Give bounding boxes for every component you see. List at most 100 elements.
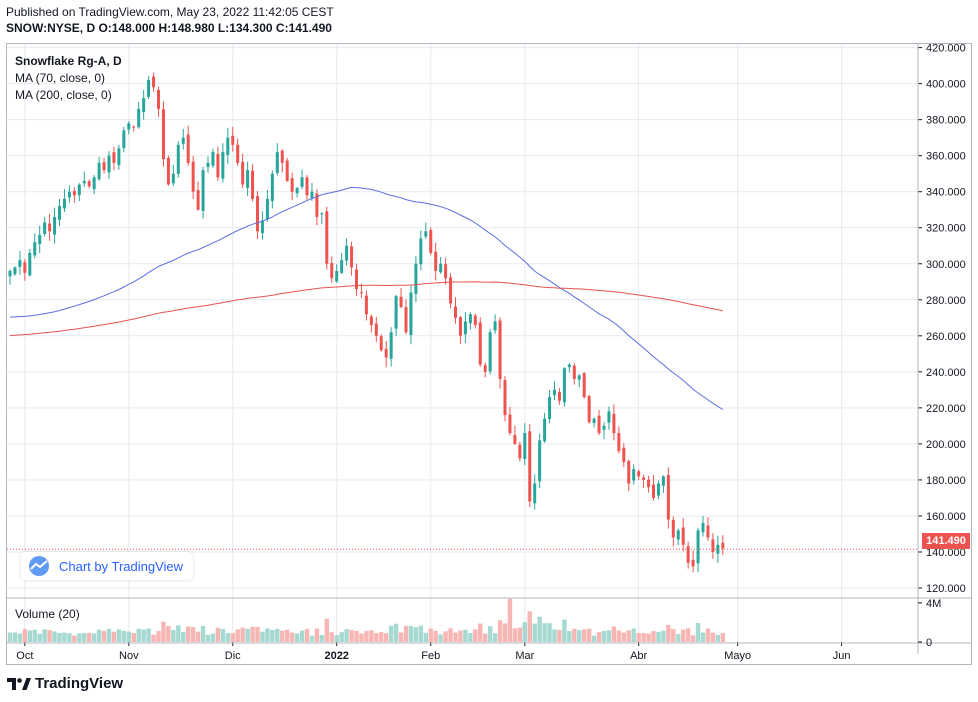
candle-body — [246, 170, 250, 188]
volume-bar — [101, 630, 107, 642]
candle-body — [87, 181, 91, 187]
volume-bar — [72, 635, 77, 642]
candle-body — [221, 152, 225, 179]
candle-body — [652, 484, 655, 498]
candle-body — [127, 123, 131, 130]
volume-bar — [116, 629, 122, 642]
candle-body — [72, 190, 76, 196]
volume-legend[interactable]: Volume (20) — [15, 607, 80, 621]
volume-bar — [200, 626, 206, 642]
candle-body — [82, 180, 86, 184]
volume-bar — [700, 632, 706, 642]
candle-body — [449, 277, 453, 304]
candle-body — [112, 152, 116, 163]
volume-bar — [572, 628, 577, 642]
candle-body — [513, 435, 517, 444]
footer-brand[interactable]: TradingView — [7, 675, 123, 692]
volume-bar — [220, 628, 226, 642]
candle-body — [132, 126, 136, 128]
volume-bar — [166, 625, 171, 642]
volume-bar — [349, 629, 354, 642]
volume-bar — [210, 633, 216, 642]
volume-bar — [651, 630, 656, 642]
volume-bar — [32, 629, 37, 642]
chart-by-tradingview-badge[interactable]: Chart by TradingView — [21, 552, 194, 580]
volume-bar — [492, 633, 498, 642]
volume-bar — [641, 633, 646, 642]
volume-bar — [512, 628, 518, 642]
legend-ma200[interactable]: MA (200, close, 0) — [15, 88, 112, 102]
candle-body — [399, 296, 403, 307]
legend-ma70[interactable]: MA (70, close, 0) — [15, 71, 106, 85]
volume-bar — [690, 635, 696, 642]
candle-body — [345, 245, 349, 261]
candle-body — [211, 152, 215, 166]
volume-bar — [557, 629, 562, 642]
candle-body — [330, 263, 334, 279]
candle-body — [48, 223, 52, 232]
candle-body — [107, 155, 111, 173]
volume-bar — [190, 627, 196, 642]
volume-bar — [715, 635, 721, 642]
volume-bar — [507, 598, 513, 642]
candle-body — [488, 332, 492, 372]
candle-body — [543, 418, 547, 442]
volume-bar — [582, 629, 587, 642]
candle-body — [359, 292, 363, 294]
candle-body — [538, 440, 542, 482]
candle-body — [186, 134, 190, 163]
candle-body — [706, 525, 710, 538]
volume-bar — [22, 628, 28, 642]
candle-body — [231, 135, 235, 145]
candle-body — [355, 269, 358, 289]
legend-title: Snowflake Rg-A, D — [15, 54, 122, 68]
y-tick-label: 420.000 — [926, 43, 966, 55]
candle-body — [256, 196, 259, 232]
volume-bar — [136, 628, 141, 642]
candle-body — [642, 477, 646, 480]
candle-body — [622, 447, 626, 462]
candle-body — [147, 80, 151, 97]
volume-bar — [195, 631, 201, 642]
volume-bar — [710, 632, 716, 642]
volume-bar — [181, 632, 186, 642]
volume-bar — [671, 629, 676, 642]
candle-body — [265, 198, 269, 220]
volume-bar — [255, 626, 260, 642]
candle-body — [295, 188, 299, 194]
volume-bar — [463, 629, 468, 642]
volume-bar — [626, 630, 631, 642]
candle-body — [384, 348, 388, 358]
y-tick-label: 320.000 — [926, 223, 966, 235]
badge-label[interactable]: Chart by TradingView — [59, 558, 184, 574]
candle-body — [389, 332, 393, 359]
candle-body — [627, 461, 631, 484]
candle-body — [181, 137, 185, 144]
y-tick-label: 380.000 — [926, 115, 966, 127]
candle-body — [444, 264, 448, 279]
volume-bar — [542, 623, 547, 642]
y-tick-label: 180.000 — [926, 475, 966, 487]
candle-body — [13, 267, 17, 275]
candle-body — [62, 198, 66, 209]
candle-body — [58, 206, 61, 220]
volume-bar — [468, 632, 473, 642]
candle-body — [454, 306, 457, 318]
volume-bar — [606, 630, 612, 642]
volume-bar — [126, 631, 131, 642]
volume-bar — [111, 631, 117, 642]
candle-body — [498, 320, 502, 380]
volume-bar — [319, 634, 325, 642]
volume-bar — [562, 619, 567, 642]
candle-body — [102, 162, 106, 171]
candle-body — [364, 295, 368, 315]
ma200-line — [9, 281, 723, 336]
candle-body — [666, 475, 670, 520]
candle-body — [285, 160, 289, 181]
candle-body — [572, 365, 576, 380]
candle-body — [290, 178, 294, 192]
volume-bar — [537, 616, 542, 642]
volume-bar — [656, 631, 661, 642]
candle-body — [251, 170, 255, 199]
